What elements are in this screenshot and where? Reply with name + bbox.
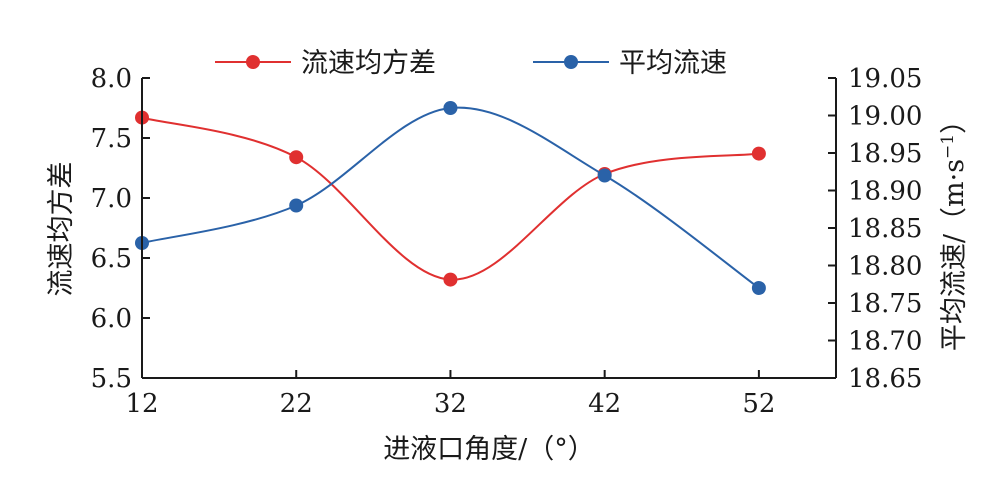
x-tick-label: 12 — [125, 389, 158, 419]
left-tick-label: 7.5 — [91, 124, 132, 154]
data-point-series-2 — [751, 281, 766, 295]
legend-label-1: 流速均方差 — [301, 48, 436, 79]
right-tick-label: 18.90 — [848, 177, 922, 207]
data-point-series-1 — [751, 146, 766, 161]
right-tick-label: 18.80 — [848, 252, 922, 282]
x-tick-label: 22 — [280, 389, 313, 419]
left-tick-label: 7.0 — [91, 184, 132, 214]
series-line-1 — [141, 116, 760, 281]
x-tick-label: 52 — [742, 389, 775, 419]
right-tick-label: 18.65 — [848, 364, 922, 394]
right-tick-label: 18.70 — [848, 327, 922, 357]
right-axis-title-main: 平均流速/（m·s — [939, 159, 970, 351]
right-tick-label: 18.95 — [848, 139, 922, 169]
left-tick-label: 6.5 — [91, 244, 132, 274]
legend-label-2: 平均流速 — [619, 48, 727, 79]
right-axis-title-superscript: −1 — [938, 134, 958, 159]
x-axis-title: 进液口角度/（°） — [383, 434, 595, 465]
data-point-series-1 — [289, 150, 304, 165]
right-tick-label: 18.85 — [848, 214, 922, 244]
right-axis-title-close: ） — [939, 107, 970, 134]
data-point-series-2 — [597, 168, 612, 183]
legend-marker-1 — [246, 55, 260, 69]
left-axis-title: 流速均方差 — [46, 162, 77, 297]
legend-marker-2 — [564, 55, 578, 69]
left-tick-label: 8.0 — [91, 64, 132, 94]
right-tick-label: 18.75 — [848, 289, 922, 319]
x-tick-label: 42 — [588, 389, 621, 419]
right-tick-label: 19.05 — [848, 64, 922, 94]
right-axis-title: 平均流速/（m·s−1） — [938, 107, 970, 351]
data-point-series-2 — [443, 101, 458, 115]
left-tick-label: 6.0 — [91, 304, 132, 334]
left-tick-label: 5.5 — [91, 364, 132, 394]
right-tick-label: 19.00 — [848, 102, 922, 132]
data-point-series-2 — [289, 198, 304, 213]
data-point-series-1 — [443, 272, 458, 287]
x-tick-label: 32 — [434, 389, 467, 419]
